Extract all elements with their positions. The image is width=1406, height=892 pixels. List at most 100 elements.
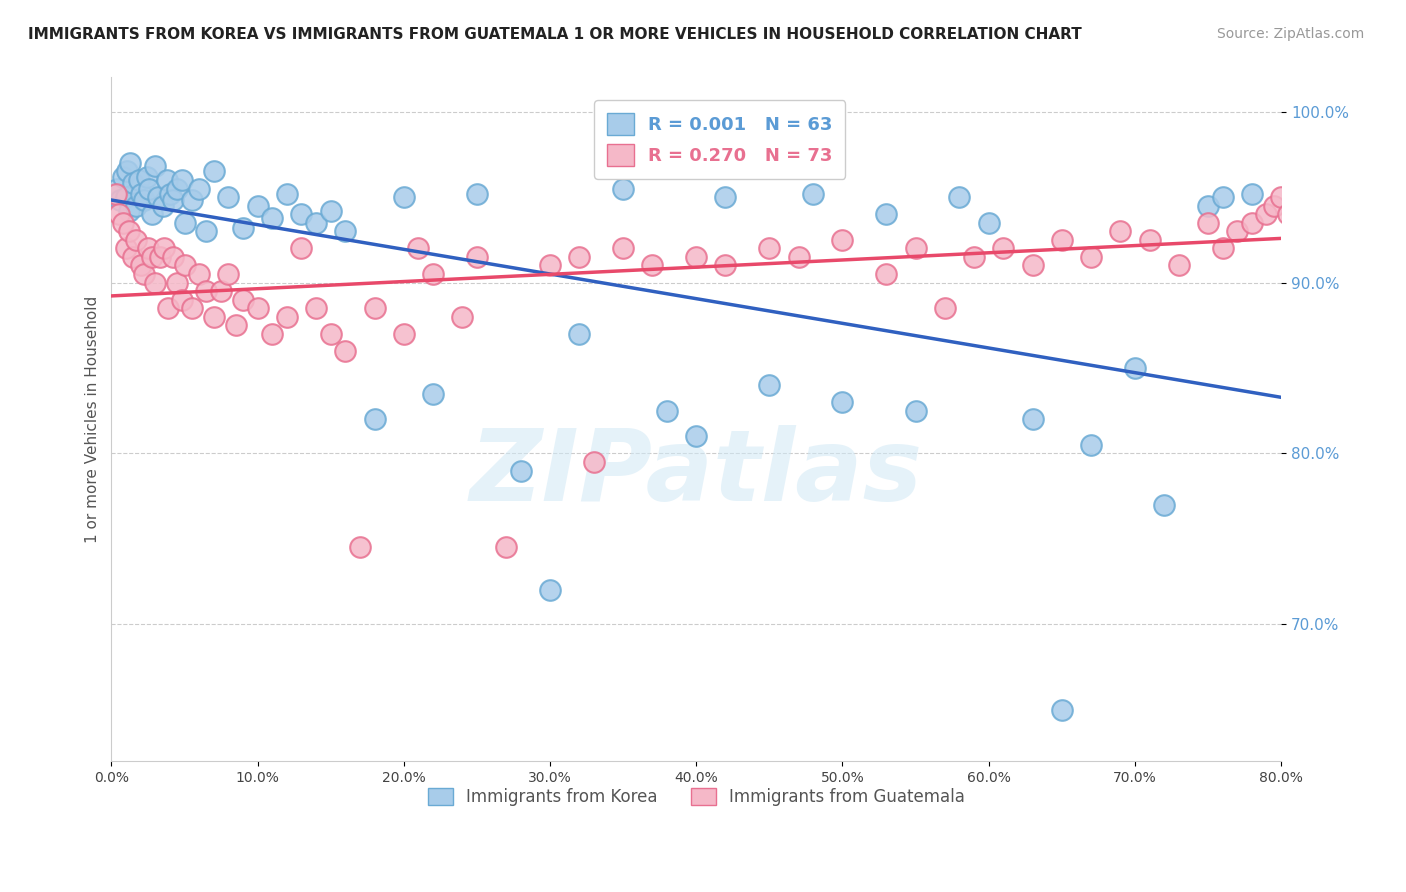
- Point: [115, 190, 138, 204]
- Point: [159, 186, 181, 201]
- Point: [129, 259, 152, 273]
- Point: [141, 207, 163, 221]
- Point: [568, 326, 591, 341]
- Point: [180, 301, 202, 315]
- Point: [993, 241, 1015, 255]
- Point: [195, 224, 218, 238]
- Point: [173, 216, 195, 230]
- Point: [538, 583, 561, 598]
- Point: [934, 301, 956, 315]
- Point: [1226, 224, 1249, 238]
- Point: [120, 156, 142, 170]
- Point: [232, 293, 254, 307]
- Point: [758, 378, 780, 392]
- Point: [612, 181, 634, 195]
- Point: [153, 241, 176, 255]
- Text: IMMIGRANTS FROM KOREA VS IMMIGRANTS FROM GUATEMALA 1 OR MORE VEHICLES IN HOUSEHO: IMMIGRANTS FROM KOREA VS IMMIGRANTS FROM…: [28, 27, 1081, 42]
- Point: [180, 194, 202, 208]
- Point: [1277, 207, 1299, 221]
- Point: [105, 181, 128, 195]
- Point: [1080, 250, 1102, 264]
- Point: [319, 203, 342, 218]
- Point: [170, 293, 193, 307]
- Point: [170, 173, 193, 187]
- Point: [392, 326, 415, 341]
- Point: [152, 199, 174, 213]
- Legend: Immigrants from Korea, Immigrants from Guatemala: Immigrants from Korea, Immigrants from G…: [419, 780, 973, 814]
- Point: [582, 455, 605, 469]
- Text: Source: ZipAtlas.com: Source: ZipAtlas.com: [1216, 27, 1364, 41]
- Point: [1167, 259, 1189, 273]
- Point: [262, 211, 284, 225]
- Point: [148, 190, 170, 204]
- Point: [1080, 438, 1102, 452]
- Point: [1292, 173, 1315, 187]
- Point: [141, 250, 163, 264]
- Point: [1240, 186, 1263, 201]
- Point: [904, 241, 927, 255]
- Point: [335, 343, 357, 358]
- Point: [714, 259, 737, 273]
- Point: [1212, 190, 1234, 204]
- Point: [787, 250, 810, 264]
- Point: [135, 169, 157, 184]
- Point: [132, 194, 155, 208]
- Point: [112, 216, 135, 230]
- Point: [685, 250, 707, 264]
- Point: [1197, 199, 1219, 213]
- Point: [319, 326, 342, 341]
- Point: [104, 186, 127, 201]
- Point: [977, 216, 1000, 230]
- Point: [655, 403, 678, 417]
- Point: [875, 207, 897, 221]
- Point: [166, 181, 188, 195]
- Point: [202, 164, 225, 178]
- Point: [1212, 241, 1234, 255]
- Point: [143, 276, 166, 290]
- Point: [118, 203, 141, 218]
- Point: [276, 310, 298, 324]
- Point: [225, 318, 247, 333]
- Point: [117, 164, 139, 178]
- Point: [1139, 233, 1161, 247]
- Point: [129, 186, 152, 201]
- Point: [217, 267, 239, 281]
- Point: [1270, 190, 1292, 204]
- Point: [801, 186, 824, 201]
- Point: [685, 429, 707, 443]
- Point: [217, 190, 239, 204]
- Point: [1109, 224, 1132, 238]
- Point: [612, 241, 634, 255]
- Point: [125, 199, 148, 213]
- Point: [262, 326, 284, 341]
- Point: [509, 464, 531, 478]
- Point: [538, 259, 561, 273]
- Point: [465, 250, 488, 264]
- Point: [1050, 233, 1073, 247]
- Point: [875, 267, 897, 281]
- Point: [392, 190, 415, 204]
- Point: [128, 173, 150, 187]
- Point: [465, 186, 488, 201]
- Point: [305, 301, 328, 315]
- Point: [1197, 216, 1219, 230]
- Point: [714, 190, 737, 204]
- Point: [1021, 259, 1043, 273]
- Point: [568, 250, 591, 264]
- Point: [1153, 498, 1175, 512]
- Point: [495, 541, 517, 555]
- Point: [1240, 216, 1263, 230]
- Point: [202, 310, 225, 324]
- Point: [831, 395, 853, 409]
- Point: [948, 190, 970, 204]
- Point: [149, 250, 172, 264]
- Point: [122, 250, 145, 264]
- Point: [422, 267, 444, 281]
- Point: [162, 250, 184, 264]
- Point: [305, 216, 328, 230]
- Point: [166, 276, 188, 290]
- Point: [451, 310, 474, 324]
- Point: [290, 207, 312, 221]
- Point: [173, 259, 195, 273]
- Point: [831, 233, 853, 247]
